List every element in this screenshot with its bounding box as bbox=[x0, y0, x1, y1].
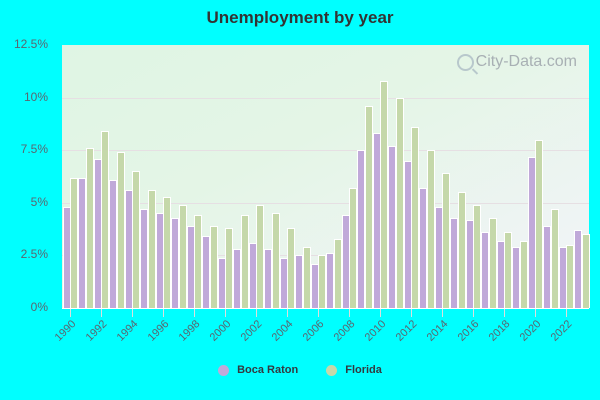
x-tick-mark bbox=[162, 309, 164, 317]
x-tick-mark bbox=[131, 309, 133, 317]
bar-florida-1999[interactable] bbox=[209, 225, 218, 308]
x-tick-label: 1998 bbox=[176, 318, 203, 344]
bar-florida-2012[interactable] bbox=[411, 127, 419, 308]
bar-florida-2009[interactable] bbox=[364, 106, 373, 308]
bar-florida-1993[interactable] bbox=[116, 152, 125, 308]
x-tick-mark bbox=[286, 309, 288, 317]
bar-florida-2005[interactable] bbox=[302, 246, 311, 308]
gridline bbox=[62, 97, 589, 99]
legend-item-boca-raton[interactable]: Boca Raton bbox=[218, 364, 298, 376]
y-tick-label: 7.5% bbox=[20, 142, 48, 157]
x-tick-label: 2010 bbox=[362, 318, 389, 344]
x-tick-label: 2020 bbox=[517, 318, 544, 344]
y-tick-label: 2.5% bbox=[20, 247, 48, 262]
legend-dot-icon bbox=[326, 364, 338, 376]
watermark-text: City-Data.com bbox=[475, 53, 577, 70]
x-tick-label: 2000 bbox=[207, 318, 234, 344]
bar-florida-2015[interactable] bbox=[457, 192, 466, 308]
bar-florida-2004[interactable] bbox=[287, 228, 295, 308]
bar-florida-1996[interactable] bbox=[163, 196, 171, 308]
y-tick-label: 0% bbox=[30, 300, 48, 314]
x-tick-label: 2018 bbox=[486, 318, 513, 344]
bar-florida-2021[interactable] bbox=[550, 209, 559, 308]
bar-florida-2006[interactable] bbox=[318, 255, 326, 308]
bar-florida-1995[interactable] bbox=[147, 190, 156, 308]
legend-dot-icon bbox=[218, 364, 230, 376]
x-tick-label: 2014 bbox=[424, 318, 451, 344]
bar-florida-2011[interactable] bbox=[395, 97, 404, 308]
x-tick-mark bbox=[565, 309, 567, 317]
bar-florida-2022[interactable] bbox=[566, 244, 574, 308]
bar-florida-1994[interactable] bbox=[132, 171, 140, 308]
bar-florida-2007[interactable] bbox=[333, 238, 342, 308]
gridline bbox=[62, 202, 589, 204]
magnifier-chart-icon bbox=[456, 53, 474, 71]
bar-florida-2003[interactable] bbox=[271, 213, 280, 308]
y-tick-label: 5% bbox=[30, 194, 48, 209]
legend-item-florida[interactable]: Florida bbox=[326, 364, 382, 376]
x-tick-mark bbox=[193, 309, 195, 317]
x-tick-label: 2022 bbox=[548, 318, 575, 344]
x-tick-label: 2002 bbox=[238, 318, 265, 344]
bar-florida-2002[interactable] bbox=[256, 204, 264, 308]
x-tick-label: 2012 bbox=[393, 318, 420, 344]
bar-florida-2014[interactable] bbox=[442, 173, 450, 308]
x-tick-mark bbox=[503, 309, 505, 317]
x-tick-mark bbox=[348, 309, 350, 317]
plot-area: City-Data.com bbox=[62, 45, 590, 308]
bar-florida-1992[interactable] bbox=[101, 131, 109, 308]
legend-label: Boca Raton bbox=[237, 364, 299, 376]
x-tick-label: 1994 bbox=[114, 318, 141, 344]
x-tick-label: 2006 bbox=[300, 318, 327, 344]
x-tick-label: 1990 bbox=[52, 318, 79, 344]
bar-florida-2000[interactable] bbox=[225, 228, 233, 308]
y-tick-label: 10% bbox=[23, 89, 48, 104]
x-tick-mark bbox=[534, 309, 536, 317]
x-tick-label: 2016 bbox=[455, 318, 482, 344]
bar-florida-1990[interactable] bbox=[70, 177, 78, 308]
x-tick-label: 1992 bbox=[83, 318, 110, 344]
bar-florida-2008[interactable] bbox=[349, 188, 357, 308]
x-tick-mark bbox=[69, 309, 71, 317]
x-tick-mark bbox=[224, 309, 226, 317]
legend: Boca Raton Florida bbox=[0, 364, 600, 376]
x-tick-mark bbox=[379, 309, 381, 317]
bar-florida-2016[interactable] bbox=[473, 204, 481, 308]
x-tick-mark bbox=[472, 309, 474, 317]
gridline bbox=[62, 150, 589, 152]
bar-florida-2019[interactable] bbox=[519, 240, 528, 308]
y-tick-label: 12.5% bbox=[13, 37, 48, 51]
bar-florida-2010[interactable] bbox=[380, 80, 388, 308]
bar-florida-2018[interactable] bbox=[504, 232, 512, 308]
bar-florida-1991[interactable] bbox=[85, 148, 94, 308]
bar-florida-2017[interactable] bbox=[488, 217, 497, 308]
x-tick-mark bbox=[410, 309, 412, 317]
chart-title: Unemployment by year bbox=[206, 8, 394, 27]
x-tick-mark bbox=[317, 309, 319, 317]
x-tick-label: 2004 bbox=[269, 318, 296, 344]
x-tick-label: 2008 bbox=[331, 318, 358, 344]
x-axis-line bbox=[62, 308, 589, 309]
x-tick-mark bbox=[441, 309, 443, 317]
legend-label: Florida bbox=[345, 364, 382, 376]
bar-florida-2013[interactable] bbox=[426, 150, 435, 308]
bar-florida-1998[interactable] bbox=[194, 215, 202, 308]
bar-florida-2020[interactable] bbox=[535, 139, 543, 308]
bar-florida-2001[interactable] bbox=[240, 215, 249, 308]
x-tick-mark bbox=[100, 309, 102, 317]
watermark: City-Data.com bbox=[456, 53, 577, 71]
x-tick-label: 1996 bbox=[145, 318, 172, 344]
x-tick-mark bbox=[255, 309, 257, 317]
bar-florida-2023[interactable] bbox=[581, 234, 590, 308]
bar-florida-1997[interactable] bbox=[178, 204, 187, 308]
